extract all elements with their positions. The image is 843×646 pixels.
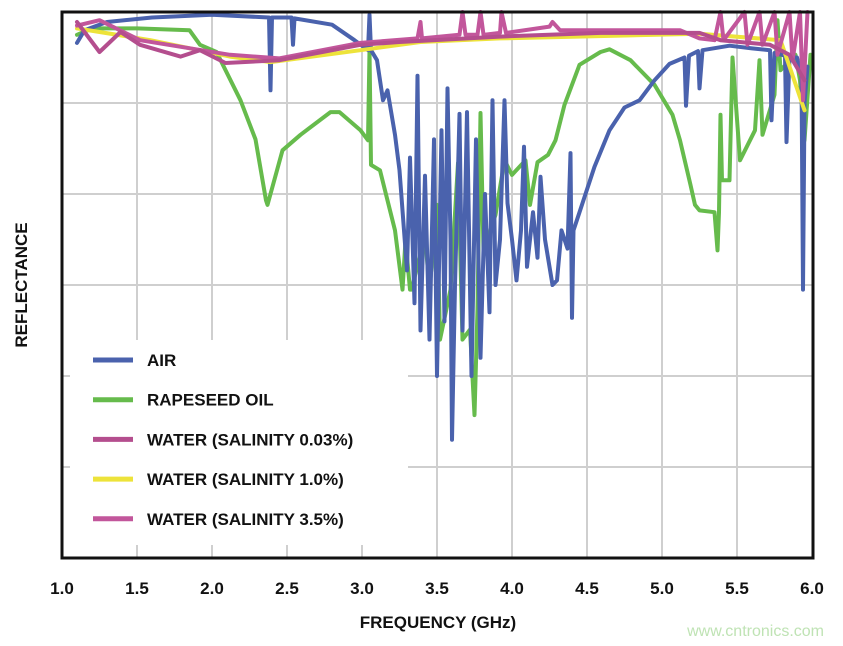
legend-background	[70, 340, 408, 545]
legend-label: RAPESEED OIL	[147, 391, 274, 410]
x-axis-title: FREQUENCY (GHz)	[360, 613, 516, 632]
series-line-water-salinity-0-03	[75, 20, 807, 83]
series-lines	[75, 10, 813, 442]
x-tick-label: 5.5	[725, 579, 749, 598]
x-tick-label: 3.0	[350, 579, 374, 598]
series-line-air	[75, 12, 810, 442]
plot-frame	[60, 10, 815, 560]
x-tick-label: 5.0	[650, 579, 674, 598]
legend-label: WATER (SALINITY 0.03%)	[147, 430, 353, 449]
x-tick-label: 2.5	[275, 579, 299, 598]
x-tick-labels: 1.0 1.5 2.0 2.5 3.0 3.5 4.0 4.5 5.0 5.5 6.0	[50, 579, 824, 598]
watermark: www.cntronics.com	[686, 623, 824, 640]
x-tick-label: 2.0	[200, 579, 224, 598]
x-tick-label: 4.5	[575, 579, 599, 598]
legend-label: WATER (SALINITY 3.5%)	[147, 510, 344, 529]
x-tick-label: 4.0	[500, 579, 524, 598]
x-tick-label: 1.0	[50, 579, 74, 598]
legend-label: WATER (SALINITY 1.0%)	[147, 470, 344, 489]
legend: AIR RAPESEED OIL WATER (SALINITY 0.03%) WAT…	[70, 340, 408, 545]
y-axis-title: REFLECTANCE	[12, 222, 31, 347]
x-tick-label: 3.5	[425, 579, 449, 598]
legend-label: AIR	[147, 351, 176, 370]
x-tick-label: 6.0	[800, 579, 824, 598]
x-tick-label: 1.5	[125, 579, 149, 598]
